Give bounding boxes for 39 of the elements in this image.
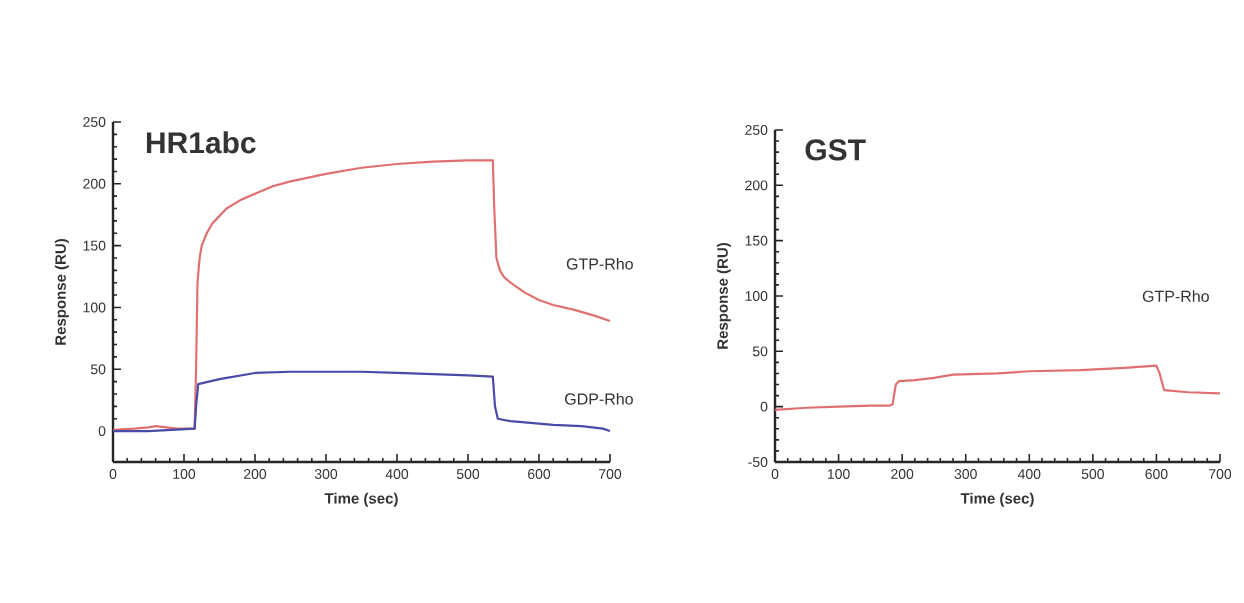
x-tick-label: 300 — [314, 469, 338, 479]
x-tick-label: 0 — [109, 469, 117, 479]
y-axis-title: Response (RU) — [716, 243, 731, 349]
x-tick-label: 700 — [599, 469, 622, 479]
text: GTP-Rho — [1142, 290, 1209, 302]
x-tick-label: 200 — [244, 469, 267, 479]
y-tick-label: 0 — [760, 401, 768, 412]
y-tick-label: 150 — [83, 240, 106, 251]
y-tick-label: 50 — [752, 346, 768, 357]
chart-title: HR1abc — [146, 131, 256, 154]
x-tick-label: 200 — [891, 469, 914, 479]
y-tick-label: 250 — [83, 117, 106, 127]
x-axis-title: Time (sec) — [960, 492, 1034, 507]
x-tick-label: 500 — [1081, 469, 1104, 479]
x-tick-label: 100 — [173, 469, 196, 479]
y-tick-label: 50 — [90, 364, 106, 375]
chart-title: GST — [805, 139, 866, 161]
y-tick-label: -50 — [748, 457, 768, 467]
line-series — [773, 364, 1222, 412]
x-axis-title: Time (sec) — [324, 492, 398, 507]
x-tick-label: 300 — [954, 469, 977, 479]
y-tick-label: 200 — [745, 180, 768, 191]
y-tick-label: 250 — [745, 125, 768, 135]
y-tick-label: 0 — [98, 426, 106, 437]
x-tick-label: 600 — [1145, 469, 1168, 479]
x-tick-label: 400 — [385, 469, 409, 479]
y-tick-label: 150 — [745, 235, 768, 246]
x-tick-label: 500 — [456, 469, 480, 479]
x-tick-label: 600 — [528, 469, 551, 479]
y-tick-label: 100 — [83, 302, 106, 313]
series-label: GDP-Rho — [565, 392, 633, 405]
x-tick-label: 100 — [827, 469, 850, 479]
y-tick-label: 200 — [83, 178, 106, 189]
text: GTP-Rho — [566, 257, 633, 270]
y-axis-title: Response (RU) — [54, 239, 69, 345]
x-tick-label: 0 — [771, 469, 779, 479]
y-tick-label: 100 — [745, 291, 768, 301]
x-tick-label: 400 — [1017, 469, 1041, 479]
x-tick-label: 700 — [1209, 469, 1232, 479]
